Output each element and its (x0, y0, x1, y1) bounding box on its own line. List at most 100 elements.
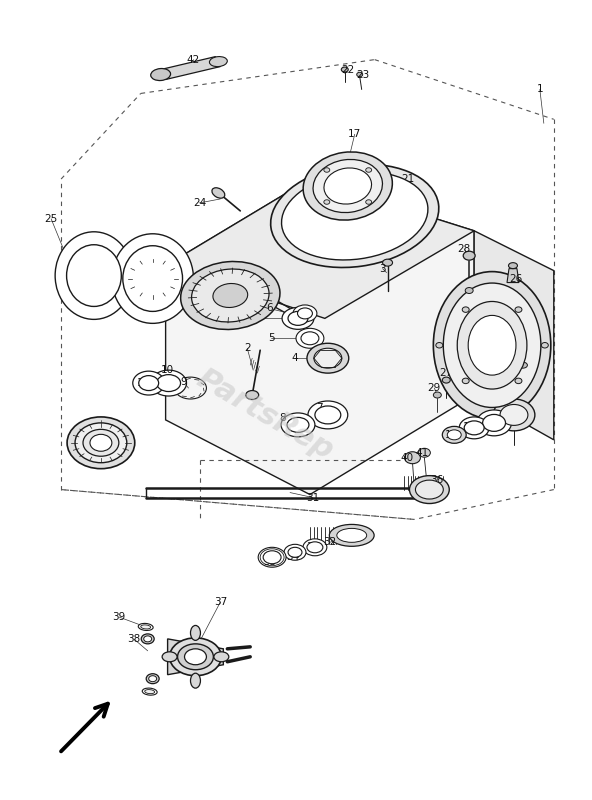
Ellipse shape (366, 200, 372, 204)
Ellipse shape (185, 649, 207, 665)
Ellipse shape (416, 480, 443, 499)
Text: 15: 15 (462, 422, 476, 432)
Ellipse shape (493, 399, 535, 431)
Ellipse shape (462, 307, 469, 312)
Ellipse shape (282, 307, 314, 330)
Ellipse shape (75, 423, 127, 462)
Ellipse shape (324, 200, 330, 204)
Ellipse shape (141, 625, 151, 629)
Text: 17: 17 (348, 130, 361, 139)
Ellipse shape (288, 311, 308, 326)
Text: 23: 23 (356, 70, 369, 79)
Ellipse shape (468, 315, 516, 375)
Ellipse shape (357, 72, 363, 77)
Ellipse shape (448, 430, 461, 440)
Ellipse shape (271, 164, 439, 267)
Ellipse shape (457, 302, 527, 389)
Ellipse shape (296, 328, 324, 348)
Ellipse shape (55, 232, 133, 319)
Ellipse shape (329, 525, 374, 546)
Ellipse shape (246, 390, 259, 399)
Ellipse shape (288, 547, 302, 558)
Ellipse shape (519, 362, 527, 368)
Text: 4: 4 (292, 353, 298, 363)
Text: 20: 20 (222, 314, 235, 323)
Ellipse shape (433, 272, 551, 419)
Text: 8: 8 (280, 413, 287, 423)
Text: PartsRep: PartsRep (192, 364, 339, 466)
Text: 9: 9 (180, 377, 187, 387)
Ellipse shape (482, 414, 506, 431)
Ellipse shape (192, 269, 269, 322)
Ellipse shape (66, 245, 121, 306)
Ellipse shape (144, 636, 152, 642)
Text: 14: 14 (482, 418, 496, 428)
Ellipse shape (157, 374, 181, 391)
Text: 2: 2 (244, 343, 250, 354)
Ellipse shape (142, 688, 157, 695)
Ellipse shape (214, 652, 229, 662)
Ellipse shape (112, 234, 194, 323)
Polygon shape (166, 179, 474, 318)
Ellipse shape (324, 168, 372, 204)
Ellipse shape (263, 550, 281, 564)
Text: 10: 10 (161, 365, 174, 375)
Ellipse shape (463, 251, 475, 260)
Text: 16: 16 (445, 430, 458, 440)
Text: 27: 27 (440, 368, 453, 378)
Text: 42: 42 (187, 54, 200, 65)
Ellipse shape (313, 159, 382, 213)
Ellipse shape (500, 405, 528, 426)
Text: 12: 12 (94, 430, 108, 440)
Ellipse shape (307, 343, 349, 373)
Ellipse shape (67, 417, 135, 469)
Text: 39: 39 (112, 612, 126, 622)
Ellipse shape (515, 307, 522, 312)
Text: 21: 21 (401, 174, 414, 184)
Ellipse shape (141, 634, 154, 644)
Text: 35: 35 (263, 558, 276, 567)
Ellipse shape (442, 426, 466, 443)
Ellipse shape (459, 417, 489, 439)
Text: 25: 25 (44, 214, 58, 224)
Ellipse shape (181, 262, 280, 330)
Text: 32: 32 (323, 538, 336, 547)
Ellipse shape (315, 406, 341, 424)
Polygon shape (160, 57, 220, 79)
Text: 5: 5 (268, 334, 275, 343)
Ellipse shape (436, 342, 443, 348)
Text: 24: 24 (193, 198, 206, 208)
Ellipse shape (382, 259, 392, 266)
Text: 6: 6 (266, 303, 272, 314)
Text: 30: 30 (517, 360, 530, 370)
Ellipse shape (293, 305, 317, 322)
Ellipse shape (314, 348, 342, 368)
Polygon shape (166, 179, 474, 494)
Ellipse shape (139, 623, 153, 630)
Ellipse shape (139, 376, 159, 390)
Ellipse shape (308, 401, 348, 429)
Text: 18: 18 (97, 254, 111, 264)
Text: 33: 33 (306, 542, 320, 552)
Ellipse shape (162, 652, 177, 662)
Ellipse shape (213, 283, 247, 307)
Text: 29: 29 (428, 383, 441, 393)
Ellipse shape (133, 371, 165, 395)
Ellipse shape (287, 418, 309, 432)
Text: 31: 31 (306, 493, 320, 502)
Text: 28: 28 (458, 244, 471, 254)
Ellipse shape (337, 528, 366, 542)
Ellipse shape (433, 392, 441, 398)
Text: 34: 34 (287, 552, 300, 562)
Text: 1: 1 (536, 85, 543, 94)
Text: 40: 40 (401, 453, 414, 462)
Ellipse shape (169, 638, 221, 676)
Ellipse shape (123, 246, 182, 311)
Ellipse shape (303, 539, 327, 556)
Ellipse shape (509, 262, 517, 269)
Ellipse shape (341, 67, 348, 72)
Ellipse shape (442, 377, 451, 383)
Ellipse shape (404, 452, 420, 464)
Ellipse shape (83, 430, 119, 456)
Text: 36: 36 (430, 474, 443, 485)
